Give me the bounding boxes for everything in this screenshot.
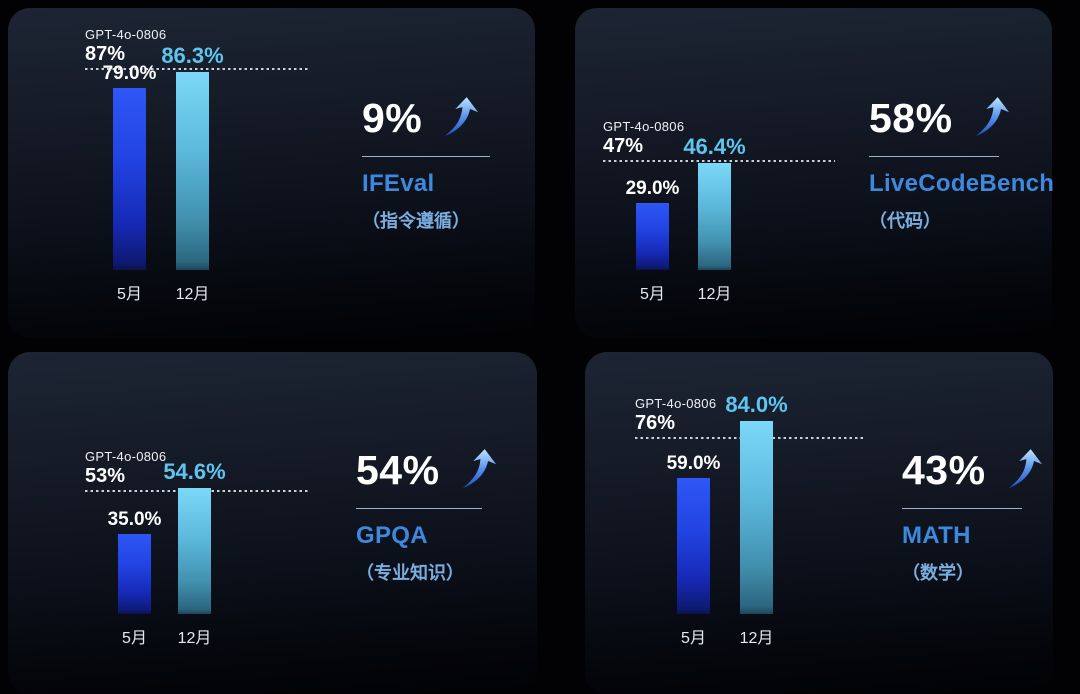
baseline-label-group: GPT-4o-0806 87% — [85, 27, 166, 66]
baseline-value: 87% — [85, 42, 126, 65]
benchmark-subtitle: （专业知识） — [356, 563, 464, 583]
dec-month-label: 12月 — [177, 630, 212, 647]
bar-chart: GPT-4o-0806 47% 29.0% 5月 46.4% 12月 — [575, 8, 1052, 303]
baseline-label-group: GPT-4o-0806 76% — [635, 396, 716, 435]
divider-line — [902, 508, 1022, 509]
benchmark-name: GPQA — [356, 522, 428, 549]
baseline-label-group: GPT-4o-0806 47% — [603, 119, 684, 158]
may-bar — [677, 478, 710, 614]
may-month-label: 5月 — [117, 286, 142, 303]
bar-group-may: 79.0% 5月 — [103, 8, 157, 303]
bar-group-dec: 54.6% 12月 — [163, 352, 225, 647]
bar-chart: GPT-4o-0806 76% 59.0% 5月 84.0% 12月 — [585, 352, 1053, 647]
bar-group-may: 29.0% 5月 — [626, 8, 680, 303]
improvement-value: 9% — [362, 95, 423, 141]
dec-month-label: 12月 — [697, 286, 732, 303]
dec-bar-value: 84.0% — [725, 391, 788, 417]
baseline-label-group: GPT-4o-0806 53% — [85, 449, 166, 488]
gain-row: 54% — [356, 448, 498, 492]
bar-chart: GPT-4o-0806 53% 35.0% 5月 54.6% 12月 — [8, 352, 537, 648]
summary-block: 43% MATH （数学） — [902, 448, 1044, 585]
gain-row: 58% — [869, 96, 1054, 140]
dec-month-label: 12月 — [739, 630, 774, 647]
divider-line — [869, 156, 999, 157]
growth-arrow-icon — [1008, 449, 1042, 489]
benchmark-subtitle: （指令遵循） — [362, 211, 470, 231]
may-bar — [636, 203, 669, 270]
summary-block: 54% GPQA （专业知识） — [356, 448, 498, 585]
bar-chart: GPT-4o-0806 87% 79.0% 5月 86.3% 12月 — [8, 8, 535, 303]
benchmark-card-gpqa: GPT-4o-0806 53% 35.0% 5月 54.6% 12月 54% G… — [8, 352, 537, 694]
may-bar-value: 29.0% — [625, 178, 680, 200]
improvement-value: 58% — [869, 95, 953, 141]
divider-line — [362, 156, 490, 157]
baseline-value: 76% — [635, 412, 676, 435]
may-month-label: 5月 — [122, 630, 147, 647]
benchmark-card-math: GPT-4o-0806 76% 59.0% 5月 84.0% 12月 43% M… — [585, 352, 1053, 694]
may-bar — [118, 533, 151, 614]
gain-row: 9% — [362, 96, 490, 140]
dec-bar — [698, 163, 731, 270]
may-bar-value: 79.0% — [102, 63, 157, 85]
growth-arrow-icon — [445, 97, 479, 137]
benchmark-subtitle: （数学） — [902, 563, 974, 583]
may-bar-value: 59.0% — [666, 453, 721, 475]
baseline-model-label: GPT-4o-0806 — [635, 396, 717, 412]
dec-bar-value: 86.3% — [161, 42, 224, 68]
benchmark-name: MATH — [902, 522, 971, 549]
growth-arrow-icon — [462, 449, 496, 489]
growth-arrow-icon — [975, 97, 1009, 137]
improvement-value: 43% — [902, 447, 986, 493]
benchmark-card-livecodebench: GPT-4o-0806 47% 29.0% 5月 46.4% 12月 58% L… — [575, 8, 1054, 338]
dec-bar-value: 46.4% — [683, 134, 746, 160]
dec-bar-value: 54.6% — [163, 459, 226, 485]
bar-group-dec: 86.3% 12月 — [161, 8, 223, 303]
may-bar-value: 35.0% — [107, 508, 162, 530]
benchmark-name: LiveCodeBench — [869, 170, 1055, 197]
may-month-label: 5月 — [681, 630, 706, 647]
bar-group-dec: 84.0% 12月 — [725, 352, 787, 647]
dec-bar — [740, 420, 773, 614]
may-month-label: 5月 — [640, 286, 665, 303]
summary-block: 58% LiveCodeBench （代码） — [869, 96, 1054, 233]
bar-group-dec: 46.4% 12月 — [683, 8, 745, 303]
baseline-value: 47% — [603, 134, 644, 157]
dec-bar — [178, 488, 211, 614]
gain-row: 43% — [902, 448, 1044, 492]
divider-line — [356, 508, 482, 509]
dec-bar — [176, 71, 209, 270]
bar-group-may: 35.0% 5月 — [108, 352, 162, 648]
baseline-value: 53% — [85, 465, 126, 488]
baseline-model-label: GPT-4o-0806 — [85, 26, 167, 42]
baseline-dashed-line — [603, 159, 835, 162]
benchmark-card-ifeval: GPT-4o-0806 87% 79.0% 5月 86.3% 12月 9% IF… — [8, 8, 535, 338]
bar-group-may: 59.0% 5月 — [667, 352, 721, 647]
baseline-dashed-line — [85, 67, 310, 70]
summary-block: 9% IFEval （指令遵循） — [362, 96, 490, 233]
baseline-model-label: GPT-4o-0806 — [603, 118, 685, 134]
benchmark-subtitle: （代码） — [869, 211, 941, 231]
benchmark-name: IFEval — [362, 170, 435, 197]
improvement-value: 54% — [356, 447, 440, 493]
baseline-model-label: GPT-4o-0806 — [85, 449, 167, 465]
dec-month-label: 12月 — [175, 286, 210, 303]
may-bar — [113, 88, 146, 270]
